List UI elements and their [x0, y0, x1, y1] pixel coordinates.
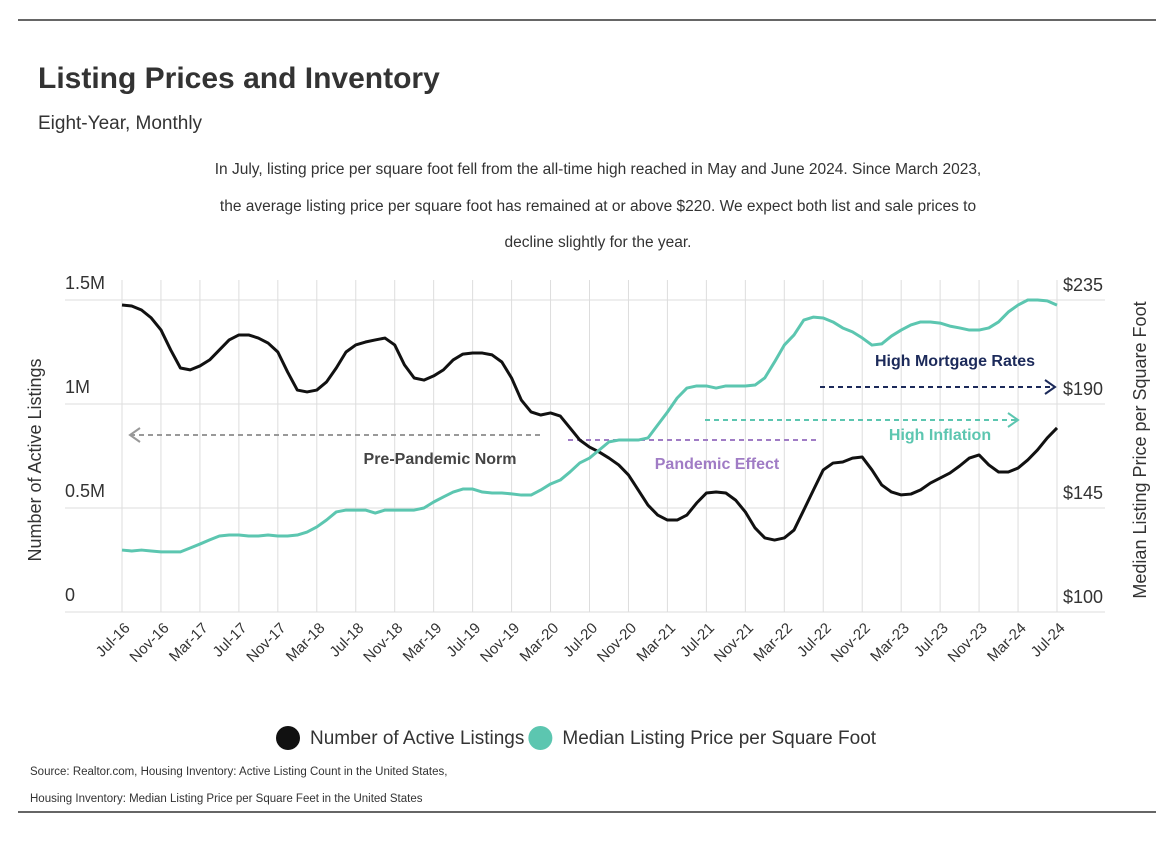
x-tick-label: Mar-22: [750, 620, 796, 666]
description: In July, listing price per square foot f…: [215, 161, 982, 178]
arrow-head: [1044, 379, 1057, 395]
x-tick-label: Nov-23: [945, 620, 991, 666]
y-tick-label: 0: [65, 585, 75, 605]
x-tick-label: Mar-21: [633, 620, 679, 666]
source: Source: Realtor.com, Housing Inventory: …: [30, 766, 447, 778]
legend-label: Median Listing Price per Square Foot: [562, 728, 876, 749]
y2-tick-label: $190: [1063, 379, 1103, 399]
x-tick-label: Nov-20: [594, 620, 640, 666]
description: the average listing price per square foo…: [220, 198, 976, 215]
y-axis-title: Number of Active Listings: [25, 358, 45, 561]
x-tick-label: Nov-16: [126, 620, 172, 666]
legend-label: Number of Active Listings: [310, 728, 524, 749]
legend-marker: [528, 726, 553, 750]
x-tick-label: Mar-24: [984, 620, 1030, 666]
x-tick-label: Mar-20: [517, 620, 563, 666]
y-tick-label: 0.5M: [65, 481, 105, 501]
y2-tick-label: $235: [1063, 275, 1103, 295]
x-tick-label: Mar-19: [400, 620, 446, 666]
legend-marker: [276, 726, 300, 750]
annotation: Pandemic Effect: [655, 456, 780, 473]
subtitle: Eight-Year, Monthly: [38, 113, 203, 134]
annotation: Pre-Pandemic Norm: [364, 451, 517, 468]
series-line: [121, 303, 1059, 542]
description: decline slightly for the year.: [505, 234, 692, 251]
x-tick-label: Nov-19: [477, 620, 523, 666]
x-tick-label: Nov-17: [243, 620, 289, 666]
source: Housing Inventory: Median Listing Price …: [30, 793, 423, 805]
annotation: High Inflation: [889, 427, 991, 444]
y-tick-label: 1.5M: [65, 273, 105, 293]
x-tick-label: Mar-17: [166, 620, 212, 666]
x-tick-label: Nov-18: [360, 620, 406, 666]
x-tick-label: Jul-24: [1028, 620, 1069, 661]
y-tick-label: 1M: [65, 377, 90, 397]
y2-axis-title: Median Listing Price per Square Foot: [1130, 301, 1150, 598]
y2-tick-label: $100: [1063, 587, 1103, 607]
x-tick-label: Nov-21: [711, 620, 757, 666]
series-line: [121, 298, 1058, 554]
arrow-head: [128, 427, 141, 443]
annotation: High Mortgage Rates: [875, 353, 1035, 370]
y2-tick-label: $145: [1063, 483, 1103, 503]
arrow-head: [1007, 412, 1020, 428]
chart-title: Listing Prices and Inventory: [38, 62, 440, 95]
x-tick-label: Mar-18: [283, 620, 329, 666]
x-tick-label: Nov-22: [828, 620, 874, 666]
x-tick-label: Mar-23: [867, 620, 913, 666]
